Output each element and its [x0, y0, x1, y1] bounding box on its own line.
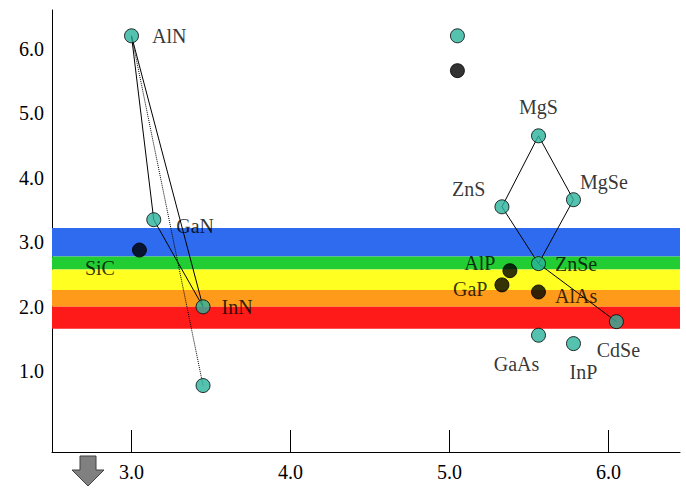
svg-text:InN: InN	[222, 296, 253, 318]
svg-text:3.0: 3.0	[19, 231, 44, 253]
svg-text:4.0: 4.0	[278, 461, 303, 483]
svg-text:AlP: AlP	[464, 252, 495, 274]
svg-text:AlAs: AlAs	[555, 285, 597, 307]
svg-text:2.0: 2.0	[19, 296, 44, 318]
svg-text:GaN: GaN	[176, 215, 214, 237]
svg-text:AlN: AlN	[152, 25, 186, 47]
svg-text:MgSe: MgSe	[580, 171, 628, 194]
svg-text:ZnS: ZnS	[452, 178, 485, 200]
svg-text:5.0: 5.0	[437, 461, 462, 483]
svg-text:CdSe: CdSe	[597, 339, 640, 361]
svg-text:4.0: 4.0	[19, 167, 44, 189]
svg-text:3.0: 3.0	[119, 461, 144, 483]
svg-text:GaP: GaP	[453, 278, 487, 300]
svg-text:1.0: 1.0	[19, 360, 44, 382]
svg-text:6.0: 6.0	[19, 38, 44, 60]
svg-text:ZnSe: ZnSe	[555, 253, 597, 275]
svg-text:GaAs: GaAs	[494, 353, 540, 375]
svg-text:MgS: MgS	[519, 96, 558, 119]
svg-text:5.0: 5.0	[19, 102, 44, 124]
svg-text:InP: InP	[570, 361, 598, 383]
svg-text:SiC: SiC	[85, 257, 115, 279]
svg-text:6.0: 6.0	[596, 461, 621, 483]
